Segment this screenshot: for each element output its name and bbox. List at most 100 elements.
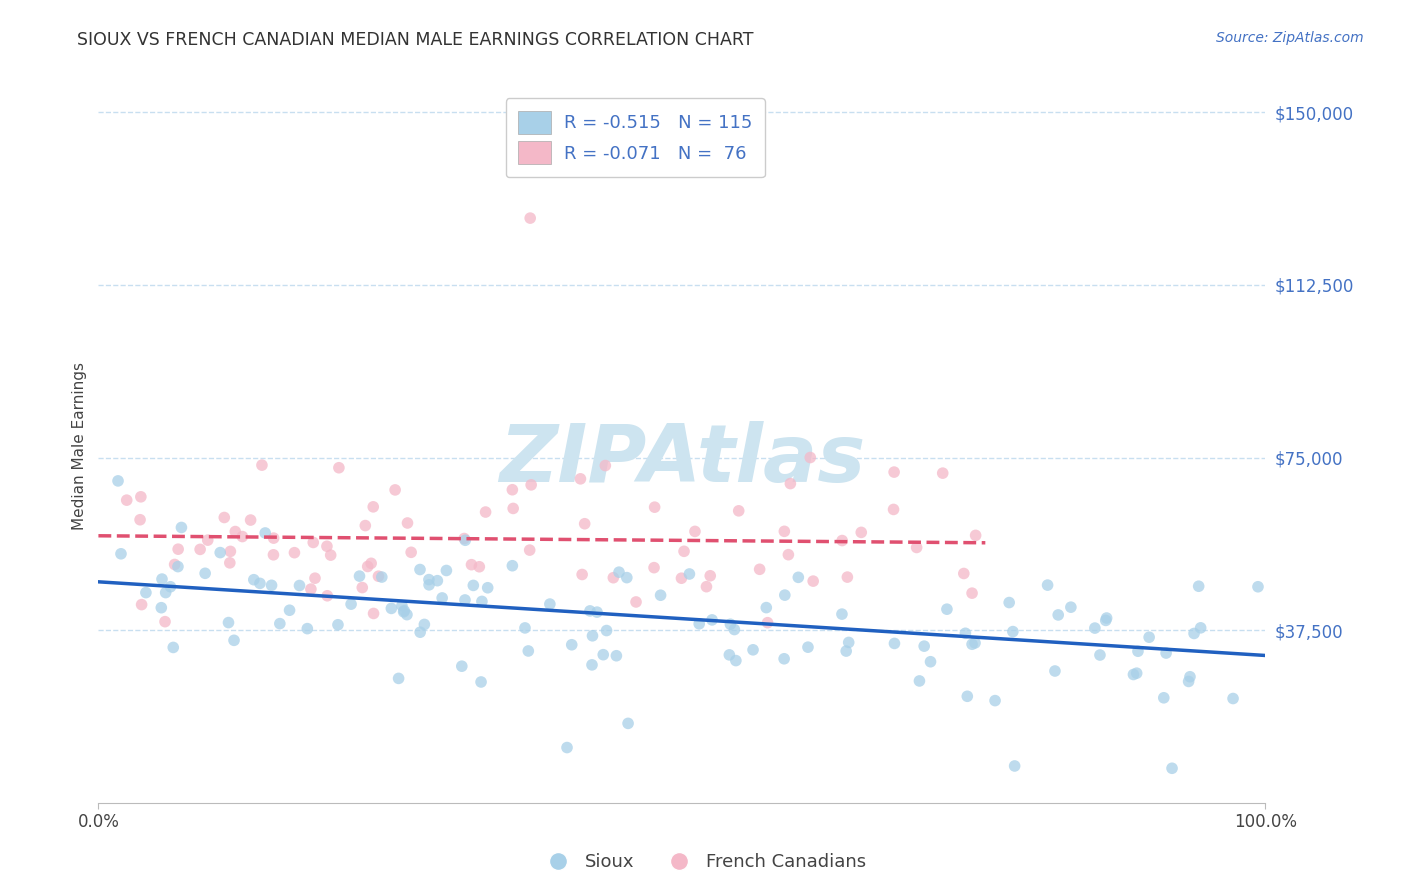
Point xyxy=(418,578,440,592)
Point xyxy=(595,458,617,473)
Point xyxy=(316,589,339,603)
Point xyxy=(683,524,706,539)
Point xyxy=(167,559,190,574)
Point xyxy=(170,520,193,534)
Point xyxy=(254,526,277,541)
Text: ZIPAtlas: ZIPAtlas xyxy=(499,421,865,500)
Point xyxy=(538,597,561,611)
Point xyxy=(155,585,177,599)
Point xyxy=(363,607,385,621)
Point xyxy=(1001,624,1024,639)
Point xyxy=(801,574,824,588)
Point xyxy=(727,504,749,518)
Point xyxy=(1094,614,1116,628)
Legend: Sioux, French Canadians: Sioux, French Canadians xyxy=(533,847,873,879)
Point xyxy=(569,472,592,486)
Point xyxy=(352,581,374,595)
Point xyxy=(883,636,905,650)
Point xyxy=(650,588,672,602)
Point xyxy=(671,571,693,585)
Point xyxy=(718,617,741,632)
Point xyxy=(1084,621,1107,635)
Point xyxy=(163,558,186,572)
Point xyxy=(831,607,853,621)
Point xyxy=(963,636,986,650)
Point xyxy=(409,562,432,576)
Text: Source: ZipAtlas.com: Source: ZipAtlas.com xyxy=(1216,31,1364,45)
Point xyxy=(354,518,377,533)
Point xyxy=(463,578,485,592)
Point xyxy=(998,596,1021,610)
Point xyxy=(1043,664,1066,678)
Point xyxy=(617,716,640,731)
Point xyxy=(387,672,409,686)
Point xyxy=(742,642,765,657)
Point xyxy=(371,570,394,584)
Point xyxy=(468,559,491,574)
Point xyxy=(409,625,432,640)
Point xyxy=(624,595,647,609)
Point xyxy=(718,648,741,662)
Point xyxy=(1178,670,1201,684)
Point xyxy=(436,564,458,578)
Point xyxy=(779,476,801,491)
Point xyxy=(430,591,453,605)
Point xyxy=(501,483,523,497)
Point xyxy=(395,607,418,622)
Point xyxy=(243,573,266,587)
Point xyxy=(159,580,181,594)
Point xyxy=(912,639,935,653)
Point xyxy=(1047,607,1070,622)
Legend: R = -0.515   N = 115, R = -0.071   N =  76: R = -0.515 N = 115, R = -0.071 N = 76 xyxy=(506,98,765,178)
Point xyxy=(454,593,477,607)
Point xyxy=(197,533,219,548)
Point xyxy=(1060,600,1083,615)
Point xyxy=(837,570,859,584)
Point xyxy=(218,615,240,630)
Point xyxy=(831,533,853,548)
Point xyxy=(450,659,472,673)
Point xyxy=(571,567,593,582)
Point xyxy=(695,580,717,594)
Point xyxy=(851,525,873,540)
Point xyxy=(1004,759,1026,773)
Point xyxy=(219,544,242,558)
Point xyxy=(299,582,322,596)
Point xyxy=(413,617,436,632)
Point xyxy=(209,545,232,559)
Point xyxy=(1137,630,1160,644)
Point xyxy=(391,599,413,613)
Point xyxy=(224,524,246,539)
Point xyxy=(129,513,152,527)
Point xyxy=(644,500,666,515)
Point xyxy=(129,490,152,504)
Point xyxy=(724,654,747,668)
Point xyxy=(392,605,415,619)
Point xyxy=(328,460,350,475)
Point xyxy=(319,548,342,562)
Point xyxy=(214,510,236,524)
Point xyxy=(297,622,319,636)
Point xyxy=(581,657,603,672)
Point xyxy=(384,483,406,497)
Point xyxy=(239,513,262,527)
Point xyxy=(135,585,157,599)
Point xyxy=(1189,621,1212,635)
Point xyxy=(956,690,979,704)
Point xyxy=(517,644,540,658)
Point xyxy=(1126,644,1149,658)
Point xyxy=(153,615,176,629)
Point xyxy=(249,576,271,591)
Point xyxy=(797,640,820,655)
Point xyxy=(477,581,499,595)
Point xyxy=(748,562,770,576)
Point xyxy=(399,545,422,559)
Point xyxy=(304,571,326,585)
Point xyxy=(360,557,382,571)
Point xyxy=(755,600,778,615)
Point xyxy=(1125,666,1147,681)
Point xyxy=(1088,648,1111,662)
Point xyxy=(773,524,796,539)
Point xyxy=(699,568,721,582)
Point xyxy=(194,566,217,581)
